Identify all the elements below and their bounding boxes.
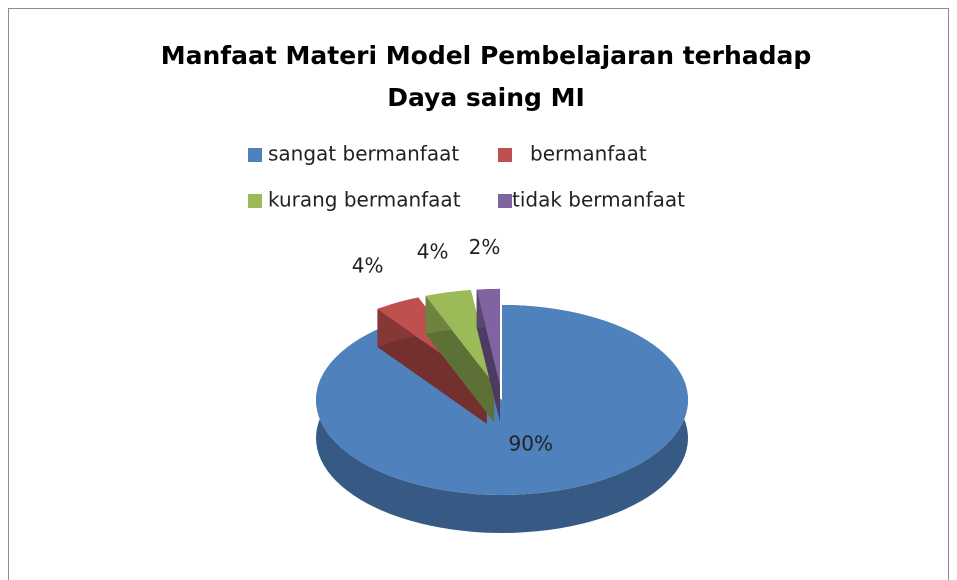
- legend-label: tidak bermanfaat: [512, 188, 685, 212]
- chart-title: Manfaat Materi Model Pembelajaran terhad…: [161, 41, 812, 112]
- legend-label: bermanfaat: [530, 142, 647, 166]
- legend-label: sangat bermanfaat: [268, 142, 459, 166]
- pie-slice: [476, 288, 501, 422]
- legend-label: kurang bermanfaat: [268, 188, 461, 212]
- legend-swatch: [248, 194, 262, 208]
- legend-swatch: [498, 194, 512, 208]
- legend-swatch: [498, 148, 512, 162]
- pie-slice: [425, 290, 495, 423]
- value-label: 2%: [469, 235, 501, 259]
- slice-top: [425, 290, 495, 385]
- legend-swatch: [248, 148, 262, 162]
- value-label: 4%: [417, 239, 449, 263]
- slice-top: [476, 288, 501, 384]
- value-label: 4%: [352, 253, 384, 277]
- value-label: 90%: [509, 432, 553, 456]
